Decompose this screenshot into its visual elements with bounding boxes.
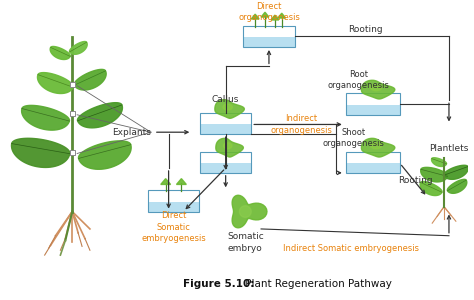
Text: Plant Regeneration Pathway: Plant Regeneration Pathway: [242, 279, 392, 289]
Polygon shape: [447, 179, 467, 193]
Bar: [70, 82, 75, 87]
Polygon shape: [223, 104, 232, 110]
Polygon shape: [271, 15, 279, 20]
Polygon shape: [223, 143, 232, 149]
FancyBboxPatch shape: [148, 202, 199, 211]
Polygon shape: [22, 105, 70, 130]
Polygon shape: [431, 158, 447, 167]
Polygon shape: [11, 138, 70, 167]
Text: Root
organogenesis: Root organogenesis: [328, 70, 390, 90]
Polygon shape: [371, 85, 382, 91]
Text: Explants: Explants: [112, 128, 151, 137]
Polygon shape: [74, 69, 106, 90]
Text: Rooting: Rooting: [398, 176, 432, 185]
Polygon shape: [420, 182, 442, 196]
Text: Direct
organogenesis: Direct organogenesis: [238, 2, 300, 22]
Text: Indirect
organogenesis: Indirect organogenesis: [271, 114, 332, 134]
Text: Indirect Somatic embryogenesis: Indirect Somatic embryogenesis: [283, 244, 419, 253]
Polygon shape: [37, 73, 73, 94]
Polygon shape: [77, 103, 122, 128]
Polygon shape: [232, 195, 267, 228]
Polygon shape: [216, 138, 243, 157]
Text: Callus: Callus: [212, 95, 239, 104]
Polygon shape: [161, 178, 171, 184]
Text: Direct
Somatic
embryogenesis: Direct Somatic embryogenesis: [141, 212, 206, 243]
Polygon shape: [176, 178, 186, 184]
FancyBboxPatch shape: [243, 38, 294, 47]
Polygon shape: [421, 167, 447, 182]
FancyBboxPatch shape: [346, 105, 400, 115]
Text: Figure 5.10:: Figure 5.10:: [183, 279, 255, 289]
Polygon shape: [239, 206, 251, 217]
Text: Plantlets: Plantlets: [429, 144, 469, 153]
Polygon shape: [371, 143, 382, 149]
Polygon shape: [261, 12, 269, 17]
Polygon shape: [278, 13, 286, 18]
Polygon shape: [215, 100, 245, 118]
Text: Somatic
embryo: Somatic embryo: [227, 232, 264, 253]
FancyBboxPatch shape: [200, 124, 251, 134]
Polygon shape: [79, 141, 131, 169]
Polygon shape: [361, 138, 395, 157]
Text: Rooting: Rooting: [348, 25, 383, 34]
Polygon shape: [50, 46, 70, 59]
FancyBboxPatch shape: [200, 163, 251, 173]
Polygon shape: [70, 41, 87, 54]
Polygon shape: [444, 165, 468, 179]
FancyBboxPatch shape: [346, 163, 400, 173]
Bar: [70, 111, 75, 116]
Text: Shoot
organogenesis: Shoot organogenesis: [323, 128, 384, 148]
Polygon shape: [251, 14, 259, 19]
Polygon shape: [361, 80, 395, 99]
Bar: [70, 150, 75, 155]
